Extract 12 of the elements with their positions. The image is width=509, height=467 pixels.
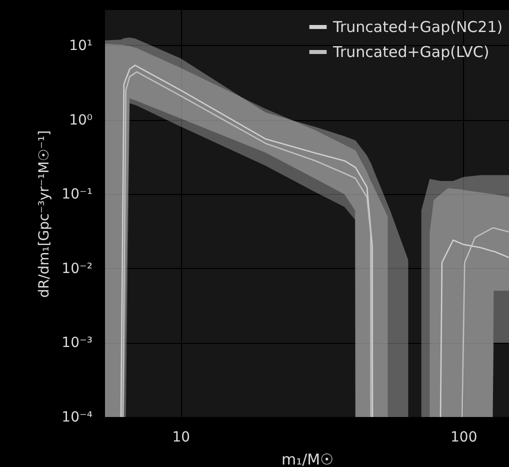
x-tick-label: 10	[172, 430, 190, 446]
y-tick-label: 10⁻²	[62, 260, 92, 277]
y-tick-label: 10⁻¹	[62, 186, 92, 203]
x-axis-title: m₁/M☉	[281, 450, 334, 467]
y-axis-title: dR/dm₁[Gpc⁻³yr⁻¹M☉⁻¹]	[36, 130, 53, 298]
y-tick-label: 10⁻⁴	[62, 410, 93, 426]
legend-label: Truncated+Gap(NC21)	[332, 18, 503, 36]
y-tick-label: 10⁻³	[62, 335, 92, 352]
legend-label: Truncated+Gap(LVC)	[332, 43, 490, 61]
y-tick-label: 10¹	[69, 38, 92, 54]
y-tick-label: 10⁰	[69, 112, 93, 128]
x-tick-label: 100	[450, 430, 478, 446]
